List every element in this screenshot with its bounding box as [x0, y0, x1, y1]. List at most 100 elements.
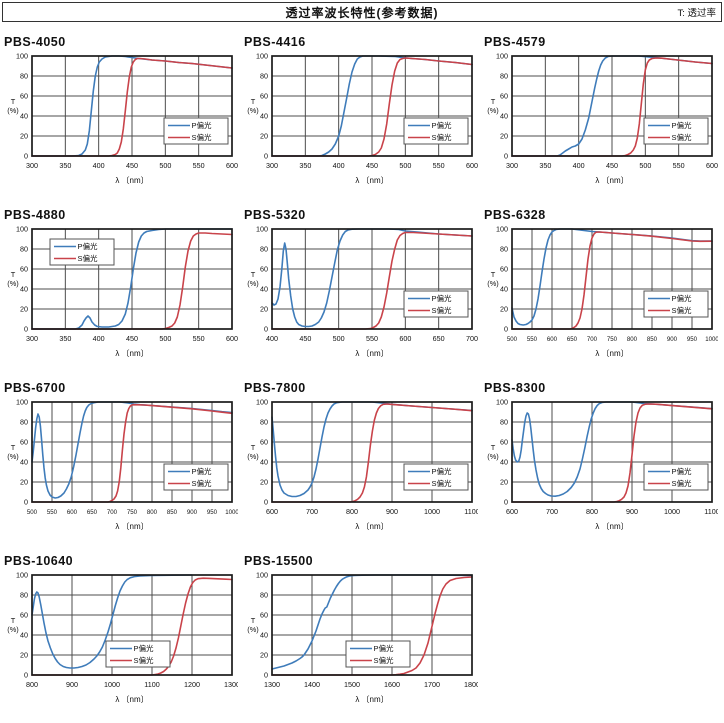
y-tick-label: 100 — [496, 52, 508, 61]
y-tick-label: 100 — [16, 52, 28, 61]
chart-legend: P偏光 S偏光 — [345, 640, 411, 668]
x-tick-label: 600 — [706, 161, 718, 170]
transmittance-note: T: 透过率 — [677, 8, 716, 19]
x-tick-label: 1400 — [304, 680, 320, 689]
y-tick-label: 0 — [264, 671, 268, 680]
series-line-s — [271, 576, 473, 676]
y-tick-label: 100 — [256, 398, 268, 407]
x-tick-label: 900 — [667, 336, 678, 343]
chart-legend: P偏光 S偏光 — [105, 640, 171, 668]
x-tick-label: 600 — [226, 334, 238, 343]
chart-canvas: 0 20 40 60 80 100 300 350 400 450 500 550 600 T(%) λ 〔… — [7, 225, 238, 358]
y-tick-label: 20 — [500, 478, 508, 487]
y-tick-label: 20 — [20, 478, 28, 487]
chart-title: PBS-7800 — [244, 381, 306, 395]
y-axis-unit-label: (%) — [7, 625, 19, 634]
x-tick-label: 750 — [607, 336, 618, 343]
x-tick-label: 600 — [399, 334, 411, 343]
x-tick-label: 550 — [366, 334, 378, 343]
series-line-s — [511, 231, 713, 330]
chart-legend: P偏光 S偏光 — [643, 290, 709, 318]
x-tick-label: 1000 — [225, 509, 238, 516]
y-axis-label: T — [11, 97, 16, 106]
x-tick-label: 1200 — [184, 680, 200, 689]
series-line-p — [31, 574, 193, 669]
legend-label-s: S偏光 — [78, 253, 99, 263]
y-axis-label: T — [11, 443, 16, 452]
x-tick-label: 1800 — [464, 680, 478, 689]
y-tick-label: 40 — [20, 112, 28, 121]
legend-label-s: S偏光 — [192, 478, 213, 488]
legend-label-s: S偏光 — [134, 655, 155, 665]
x-tick-label: 500 — [333, 334, 345, 343]
chart-title: PBS-4416 — [244, 35, 306, 49]
y-tick-label: 0 — [264, 325, 268, 334]
y-tick-label: 20 — [20, 132, 28, 141]
x-tick-label: 900 — [386, 507, 398, 516]
x-tick-label: 950 — [687, 336, 698, 343]
y-tick-label: 80 — [20, 72, 28, 81]
y-tick-label: 80 — [260, 418, 268, 427]
series-line-p — [511, 401, 713, 497]
x-tick-label: 800 — [586, 507, 598, 516]
x-tick-label: 600 — [67, 509, 78, 516]
x-tick-label: 300 — [26, 161, 38, 170]
y-tick-label: 40 — [500, 112, 508, 121]
chart-canvas: 0 20 40 60 80 100 300 350 400 450 500 550 600 T(%) λ 〔… — [487, 52, 718, 185]
y-tick-label: 40 — [260, 285, 268, 294]
y-tick-label: 20 — [260, 478, 268, 487]
y-tick-label: 0 — [264, 152, 268, 161]
x-tick-label: 500 — [27, 509, 38, 516]
chart-title: PBS-8300 — [484, 381, 546, 395]
x-tick-label: 450 — [126, 334, 138, 343]
legend-label-s: S偏光 — [432, 132, 453, 142]
legend-label-p: P偏光 — [374, 643, 395, 653]
x-tick-label: 1300 — [224, 680, 238, 689]
y-axis-label: T — [491, 443, 496, 452]
x-tick-label: 800 — [627, 336, 638, 343]
y-axis-label: T — [491, 270, 496, 279]
x-tick-label: 550 — [193, 161, 205, 170]
x-tick-label: 600 — [266, 507, 278, 516]
y-tick-label: 60 — [260, 265, 268, 274]
x-tick-label: 400 — [266, 334, 278, 343]
chart-legend: P偏光 S偏光 — [403, 463, 469, 491]
series-line-s — [271, 231, 473, 330]
chart-canvas: 0 20 40 60 80 100 600 700 800 900 1000 1100 T(%) λ 〔n… — [487, 398, 719, 531]
chart-canvas: 0 20 40 60 80 100 300 350 400 450 500 550 600 T(%) λ 〔… — [247, 52, 478, 185]
y-tick-label: 100 — [16, 398, 28, 407]
y-tick-label: 100 — [256, 225, 268, 234]
y-tick-label: 20 — [500, 132, 508, 141]
y-axis-unit-label: (%) — [247, 452, 259, 461]
y-axis-unit-label: (%) — [7, 106, 19, 115]
x-tick-label: 500 — [639, 161, 651, 170]
y-axis-unit-label: (%) — [247, 279, 259, 288]
legend-label-p: P偏光 — [192, 466, 213, 476]
x-tick-label: 800 — [147, 509, 158, 516]
y-tick-label: 100 — [256, 571, 268, 580]
y-axis-unit-label: (%) — [487, 106, 499, 115]
y-tick-label: 0 — [24, 671, 28, 680]
series-line-s — [511, 57, 713, 157]
legend-label-p: P偏光 — [432, 293, 453, 303]
y-tick-label: 100 — [16, 571, 28, 580]
x-axis-label: λ 〔nm〕 — [115, 695, 148, 704]
y-tick-label: 80 — [260, 591, 268, 600]
x-axis-label: λ 〔nm〕 — [595, 176, 628, 185]
x-tick-label: 450 — [126, 161, 138, 170]
chart-legend: P偏光 S偏光 — [643, 463, 709, 491]
x-tick-label: 500 — [159, 334, 171, 343]
series-line-p — [31, 401, 233, 499]
y-axis-unit-label: (%) — [487, 452, 499, 461]
y-tick-label: 60 — [500, 265, 508, 274]
chart-title: PBS-6328 — [484, 208, 546, 222]
x-tick-label: 500 — [507, 336, 518, 343]
chart-title: PBS-10640 — [4, 554, 74, 568]
y-axis-unit-label: (%) — [247, 106, 259, 115]
y-tick-label: 20 — [260, 305, 268, 314]
y-tick-label: 80 — [500, 418, 508, 427]
y-tick-label: 0 — [504, 152, 508, 161]
chart-legend: P偏光 S偏光 — [49, 238, 115, 266]
y-tick-label: 20 — [20, 305, 28, 314]
y-tick-label: 80 — [20, 591, 28, 600]
